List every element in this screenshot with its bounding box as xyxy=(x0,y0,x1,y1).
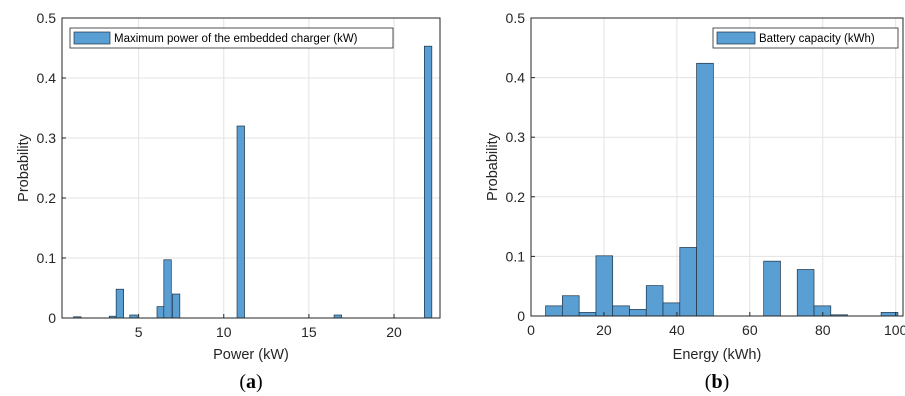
panel-b: 0 0.1 0.2 0.3 0.4 0.5 0 20 40 60 80 100 Energy (kWh… xyxy=(485,10,905,393)
panel-b-x-tick-label: 40 xyxy=(669,322,685,338)
panel-b-caption-letter: b xyxy=(711,371,722,393)
panel-a-histogram-bar xyxy=(115,288,124,319)
panel-b-y-tick-label: 0.5 xyxy=(506,10,526,26)
panel-b-histogram-bar xyxy=(612,305,630,317)
panel-a-legend: Maximum power of the embedded charger (k… xyxy=(69,27,394,49)
panel-b-histogram-bar xyxy=(645,285,664,317)
panel-b-legend-box xyxy=(712,27,899,49)
panel-b-histogram-bar xyxy=(578,312,597,317)
panel-b-histogram-bar xyxy=(796,269,815,317)
panel-b-histogram-bar xyxy=(562,295,580,317)
panel-a-y-axis-label: Probability xyxy=(16,133,32,201)
panel-a-legend-swatch xyxy=(73,31,111,45)
panel-b-legend-label: Battery capacity (kWh) xyxy=(759,33,875,45)
panel-a-histogram-bar xyxy=(423,45,433,319)
panel-a-histogram-bar xyxy=(236,125,245,319)
panel-b-histogram-bar xyxy=(696,62,714,317)
panel-a-axes-box xyxy=(61,17,441,319)
panel-b-y-tick-label: 0 xyxy=(517,308,525,324)
panel-b-x-tick-label: 20 xyxy=(596,322,612,338)
panel-b-x-tick-label: 0 xyxy=(527,322,535,338)
panel-b-x-tick-label: 60 xyxy=(742,322,758,338)
panel-a-histogram-bar xyxy=(156,306,165,319)
panel-a-histogram-bar xyxy=(171,293,181,319)
panel-b-x-tick-label: 80 xyxy=(815,322,831,338)
panel-a-caption: (a) xyxy=(239,371,262,393)
panel-b-legend-swatch xyxy=(716,31,756,45)
panel-b-x-tick-label: 100 xyxy=(884,322,905,338)
panel-a-y-tick-label: 0.1 xyxy=(37,250,57,266)
panel-a-x-tick-label: 15 xyxy=(301,324,317,340)
panel-a-x-tick-label: 5 xyxy=(135,324,143,340)
panel-b-axes-box xyxy=(530,17,904,317)
panel-a: 0 0.1 0.2 0.3 0.4 0.5 5 10 15 20 Power (kW) Proba… xyxy=(16,10,441,393)
panel-b-y-tick-label: 0.2 xyxy=(506,189,526,205)
panel-b-histogram-bar xyxy=(595,255,614,317)
panel-b-histogram-bar xyxy=(679,247,697,317)
panel-b-histogram-bar xyxy=(545,305,563,317)
panel-b-caption: (b) xyxy=(705,371,729,393)
panel-b-legend: Battery capacity (kWh) xyxy=(712,27,899,49)
panel-a-x-tick-label: 10 xyxy=(216,324,232,340)
panel-b-y-tick-label: 0.4 xyxy=(506,70,526,86)
panel-b-y-axis-label: Probability xyxy=(485,132,501,200)
panel-a-y-tick-label: 0.4 xyxy=(37,70,57,86)
panel-b-histogram-bar xyxy=(629,309,647,317)
panel-a-y-tick-label: 0.5 xyxy=(37,10,57,26)
panel-a-x-axis-label: Power (kW) xyxy=(213,347,289,363)
panel-a-y-tick-label: 0 xyxy=(48,310,56,326)
panel-b-histogram-bar xyxy=(763,260,781,317)
panel-a-y-tick-label: 0.2 xyxy=(37,190,57,206)
panel-a-histogram-bar xyxy=(163,259,172,319)
panel-a-x-tick-label: 20 xyxy=(386,324,402,340)
panel-a-y-tick-label: 0.3 xyxy=(37,130,57,146)
panel-b-y-tick-label: 0.1 xyxy=(506,248,526,264)
panel-b-x-axis-label: Energy (kWh) xyxy=(673,347,762,363)
panel-a-caption-letter: a xyxy=(246,371,256,393)
panel-a-legend-box xyxy=(69,27,394,49)
panel-b-y-tick-label: 0.3 xyxy=(506,129,526,145)
panel-a-legend-label: Maximum power of the embedded charger (k… xyxy=(114,33,358,45)
